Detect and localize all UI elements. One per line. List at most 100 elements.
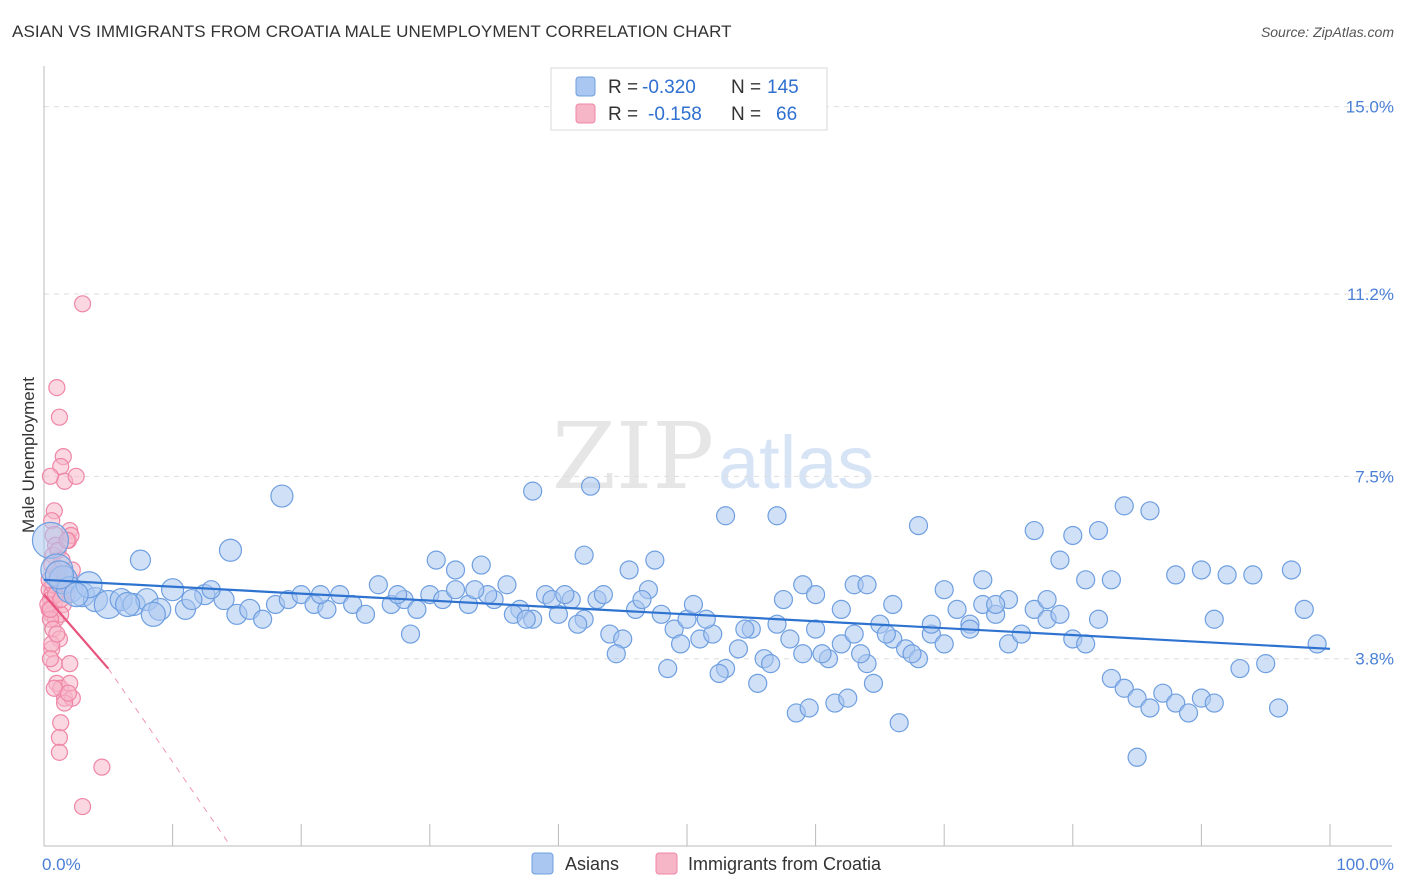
- asian-point-110: [934, 580, 954, 600]
- bottom-legend-croatia-label: Immigrants from Croatia: [688, 854, 882, 874]
- asian-point-123: [1204, 609, 1224, 629]
- series-asian-points: [31, 476, 1327, 767]
- asian-point-141: [683, 594, 704, 615]
- croatia-point-64: [48, 625, 66, 643]
- asian-point-101: [574, 545, 594, 565]
- asian-point-11: [161, 578, 185, 602]
- asian-point-38: [497, 575, 517, 595]
- asian-point-88: [1140, 698, 1160, 718]
- asian-point-64: [831, 634, 851, 654]
- x-tick-labels: 0.0% 100.0%: [42, 855, 1394, 874]
- asian-point-90: [1166, 693, 1186, 713]
- asian-point-83: [1076, 634, 1096, 654]
- asian-point-126: [1268, 698, 1289, 718]
- asian-point-137: [593, 585, 614, 605]
- bottom-legend-asian-swatch: [531, 852, 554, 875]
- croatia-point-43: [61, 655, 79, 673]
- asian-point-145: [760, 654, 781, 674]
- legend-croatia-swatch: [575, 103, 596, 124]
- asian-point-171: [831, 599, 851, 620]
- asian-point-143: [709, 663, 729, 684]
- asian-point-161: [181, 588, 203, 611]
- asian-point-100: [580, 476, 601, 496]
- asian-point-94: [1217, 565, 1237, 585]
- asian-point-28: [368, 575, 388, 595]
- legend-asian-swatch: [575, 76, 596, 97]
- asian-point-33: [433, 589, 453, 610]
- grid-lines: [44, 106, 1392, 660]
- asian-point-61: [793, 644, 813, 664]
- asian-point-95: [1230, 658, 1250, 679]
- asian-point-169: [773, 589, 794, 610]
- watermark-zip: ZIP: [552, 403, 714, 510]
- asian-point-164: [465, 580, 485, 600]
- asian-point-111: [973, 570, 993, 590]
- legend-asian-n-label: N =: [731, 77, 761, 98]
- asian-point-153: [876, 624, 896, 644]
- asian-point-56: [728, 639, 749, 659]
- asian-point-96: [218, 538, 243, 562]
- croatia-trend-line: [43, 593, 110, 670]
- asian-trend-line: [43, 578, 1331, 650]
- asian-point-103: [645, 550, 665, 570]
- asian-point-124: [1243, 565, 1263, 585]
- asian-point-62: [805, 619, 826, 639]
- asian-point-170: [805, 585, 826, 605]
- croatia-point-48: [93, 758, 111, 776]
- asian-point-89: [1153, 683, 1173, 703]
- asian-point-163: [388, 585, 408, 605]
- asian-point-102: [619, 560, 639, 580]
- asian-point-99: [523, 481, 543, 501]
- asian-point-172: [883, 594, 903, 615]
- asian-point-127: [1281, 560, 1302, 580]
- asian-point-31: [407, 599, 427, 620]
- asian-point-122: [1191, 560, 1212, 580]
- x-tick-label-left: 0.0%: [42, 855, 81, 874]
- y-tick-label-0: 3.8%: [1355, 650, 1394, 669]
- asian-point-119: [1114, 496, 1134, 516]
- asian-point-125: [1256, 654, 1276, 674]
- asian-point-176: [1037, 589, 1057, 610]
- chart-title: ASIAN VS IMMIGRANTS FROM CROATIA MALE UN…: [12, 22, 732, 41]
- asian-point-115: [1063, 525, 1083, 546]
- y-axis-title: Male Unemployment: [19, 377, 38, 533]
- asian-point-91: [1178, 703, 1199, 723]
- y-tick-label-1: 7.5%: [1355, 467, 1394, 486]
- asian-point-148: [812, 644, 832, 664]
- asian-point-81: [1050, 604, 1070, 624]
- legend-box: [550, 67, 828, 131]
- asian-point-160: [140, 601, 166, 627]
- asian-point-175: [986, 594, 1006, 615]
- asian-point-104: [715, 506, 736, 526]
- asian-point-18: [253, 609, 273, 629]
- croatia-point-65: [41, 650, 60, 668]
- asian-point-167: [632, 589, 652, 610]
- bottom-legend-asian-label: Asians: [565, 854, 619, 874]
- asian-point-154: [889, 713, 909, 733]
- legend-croatia-n-value: 66: [776, 104, 797, 125]
- bottom-legend-croatia-swatch: [655, 852, 678, 875]
- asian-point-0: [31, 521, 70, 560]
- asian-point-144: [748, 673, 768, 693]
- asian-point-106: [793, 575, 813, 595]
- asian-point-157: [114, 591, 141, 618]
- asian-point-142: [696, 609, 716, 629]
- asian-point-34: [445, 580, 466, 600]
- asian-point-105: [767, 506, 787, 526]
- asian-point-118: [1101, 570, 1121, 590]
- asian-point-36: [471, 555, 491, 575]
- watermark: ZIP atlas: [552, 403, 874, 510]
- croatia-point-51: [59, 684, 78, 702]
- asian-point-128: [1294, 599, 1314, 620]
- asian-point-168: [735, 619, 755, 639]
- croatia-point-45: [52, 714, 70, 732]
- asian-point-139: [658, 658, 678, 679]
- axes: [43, 66, 1392, 847]
- legend-croatia-n-label: N =: [731, 104, 761, 125]
- correlation-legend: R = -0.320 N = 145 R = -0.158 N = 66: [550, 67, 828, 131]
- asian-point-98: [426, 550, 446, 570]
- asian-point-117: [1088, 520, 1109, 541]
- asian-point-60: [780, 629, 800, 649]
- asian-point-73: [947, 599, 967, 620]
